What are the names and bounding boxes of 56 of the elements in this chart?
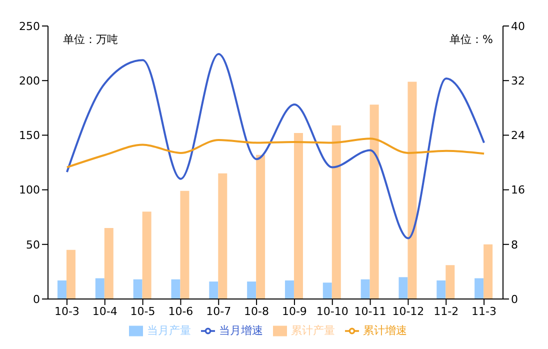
bar xyxy=(256,154,266,299)
x-tick-label: 10-8 xyxy=(244,304,270,318)
x-tick-label: 11-3 xyxy=(472,304,497,318)
bar xyxy=(180,190,190,299)
y-tick-label: 0 xyxy=(33,292,40,306)
x-tick-label: 10-7 xyxy=(206,304,232,318)
bar xyxy=(66,250,76,299)
bar xyxy=(436,280,446,299)
bar xyxy=(247,282,256,299)
bar xyxy=(142,212,152,299)
annotation: 单位：万吨 xyxy=(63,32,118,47)
bar xyxy=(133,279,142,299)
y-tick-label: 150 xyxy=(19,129,40,142)
y2-tick-label: 0 xyxy=(511,292,518,306)
x-tick-label: 10-4 xyxy=(92,304,118,318)
y-tick-label: 200 xyxy=(19,74,40,88)
x-tick-label: 10-3 xyxy=(54,304,80,318)
x-tick-label: 10-9 xyxy=(282,304,307,318)
bar xyxy=(322,282,332,299)
x-tick-label: 10-10 xyxy=(316,304,348,318)
bar xyxy=(474,278,484,299)
bar xyxy=(408,82,417,299)
bar xyxy=(171,279,180,299)
bar xyxy=(360,279,370,299)
line-series xyxy=(66,138,486,168)
x-tick-label: 10-6 xyxy=(168,304,194,318)
bar xyxy=(57,280,66,299)
bar xyxy=(104,228,114,299)
bar xyxy=(398,277,408,299)
y2-tick-label: 8 xyxy=(511,238,518,252)
bar xyxy=(370,104,379,299)
bar xyxy=(484,244,493,299)
bar xyxy=(294,133,303,299)
bar xyxy=(332,125,341,299)
y-tick-label: 100 xyxy=(19,184,40,197)
bar xyxy=(218,173,228,299)
legend-label: 当月产量 xyxy=(147,324,191,337)
bar xyxy=(95,278,104,299)
bar xyxy=(209,282,218,299)
legend-label: 累计产量 xyxy=(291,324,335,337)
x-tick-label: 11-2 xyxy=(434,304,459,318)
y2-tick-label: 32 xyxy=(511,74,525,88)
bar xyxy=(284,280,294,299)
y2-tick-label: 40 xyxy=(511,20,525,33)
annotation: 单位：% xyxy=(450,32,493,47)
y-tick-label: 250 xyxy=(19,20,40,33)
y-tick-label: 50 xyxy=(26,238,40,252)
x-tick-label: 10-11 xyxy=(354,304,386,318)
line-series xyxy=(66,52,486,240)
legend-label: 当月增速 xyxy=(219,324,263,337)
y2-tick-label: 24 xyxy=(511,129,525,142)
y2-tick-label: 16 xyxy=(511,184,525,197)
legend-label: 累计增速 xyxy=(363,324,407,337)
x-tick-label: 10-5 xyxy=(130,304,156,318)
bar xyxy=(446,265,455,299)
x-tick-label: 10-12 xyxy=(392,304,424,318)
